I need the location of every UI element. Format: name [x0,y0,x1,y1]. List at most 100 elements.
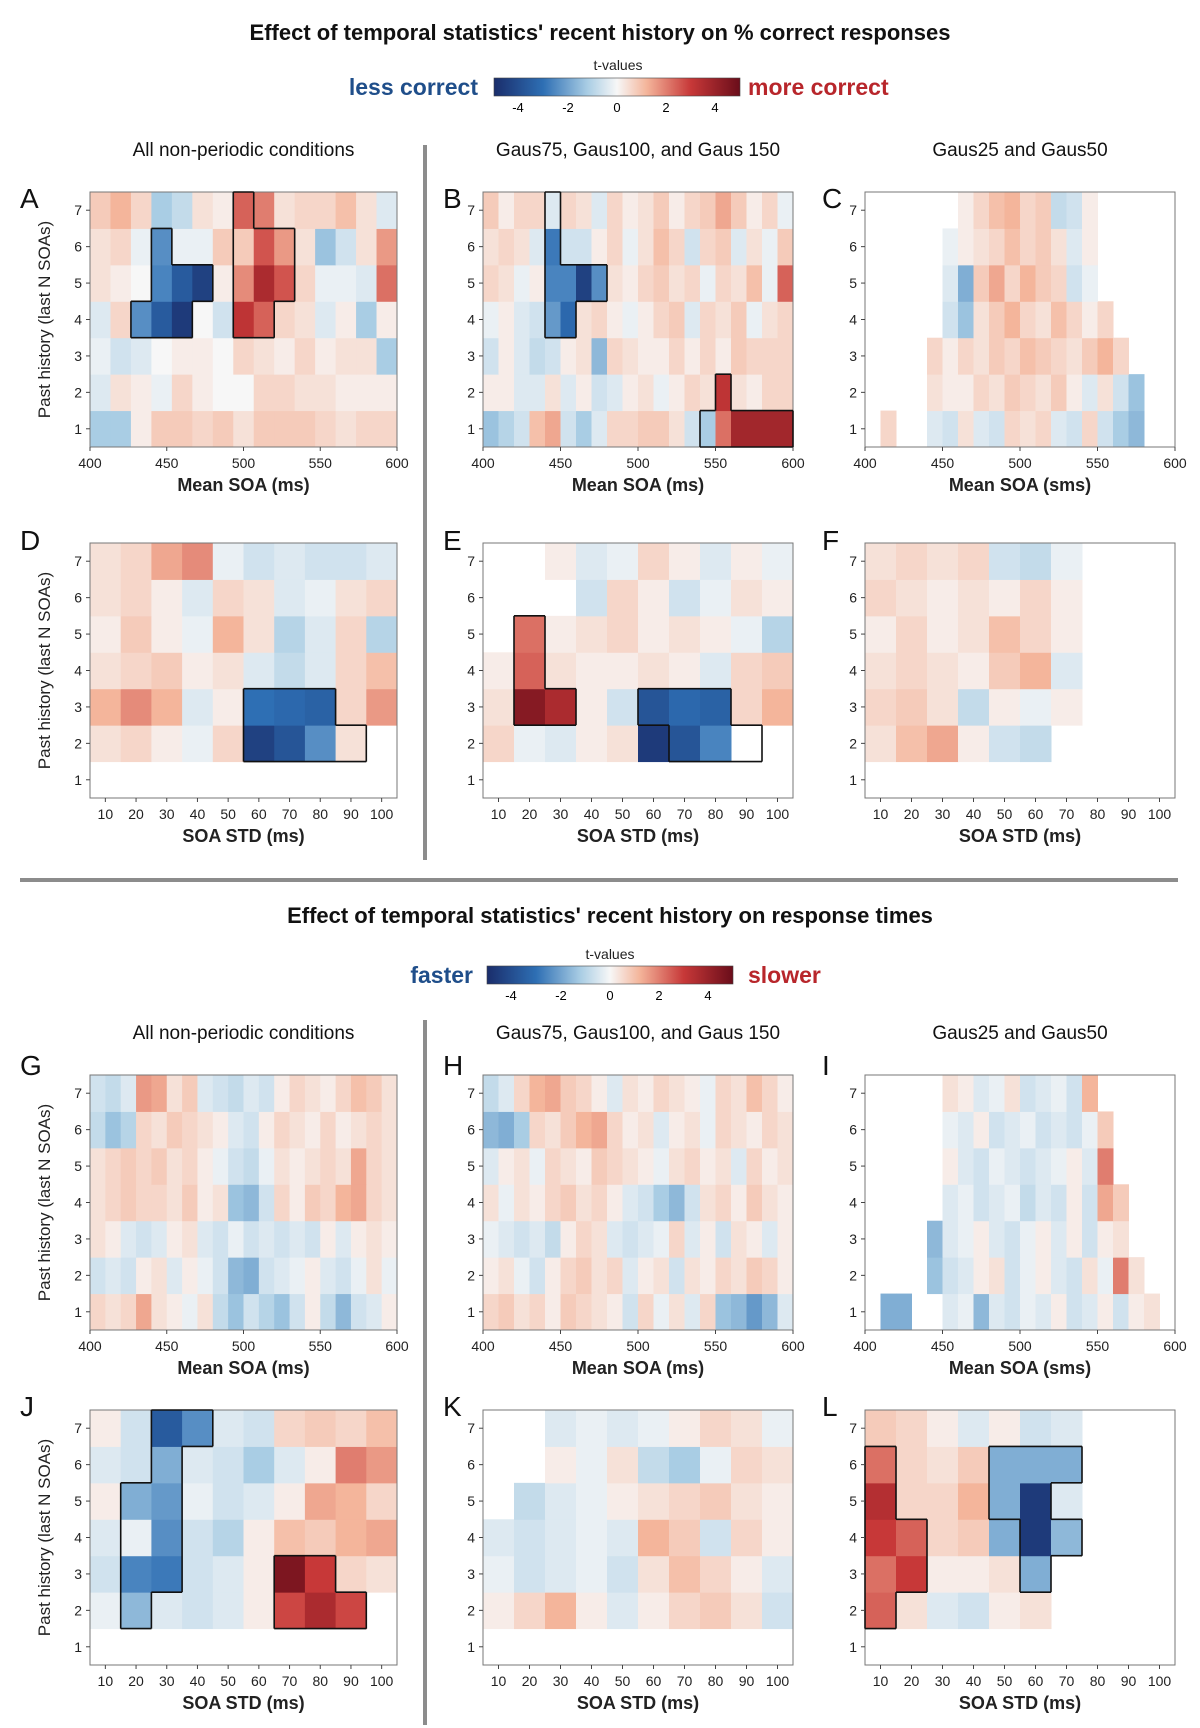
x-tick-label: 60 [251,806,267,822]
heatmap-cell [669,579,701,617]
heatmap-cell [166,1111,183,1149]
heatmap-cell [927,337,943,375]
heatmap-cell [880,1293,897,1331]
heatmap-cell [545,1410,577,1447]
heatmap-cell [684,228,701,266]
x-tick-label: 40 [966,806,982,822]
y-tick-label: 3 [74,348,82,364]
heatmap-cell [514,1293,530,1331]
heatmap-cell [731,579,763,617]
heatmap-cell [700,1446,732,1484]
heatmap-cell [989,579,1021,617]
heatmap-cell [105,1220,122,1258]
heatmap-cell [212,374,234,412]
heatmap-cell [110,264,132,302]
heatmap-cell [151,725,183,763]
heatmap-cell [896,1410,928,1447]
heatmap-cell [151,374,173,412]
heatmap-cell [90,1075,106,1112]
heatmap-cell [607,1446,639,1484]
section2-neg-label: faster [410,962,473,988]
heatmap-cell [1035,228,1052,266]
heatmap-cell [896,1519,928,1557]
heatmap-cell [1128,410,1145,448]
heatmap-cell [715,192,732,229]
panel-letter: K [443,1391,462,1422]
y-tick-label: 7 [849,1420,857,1436]
heatmap-cell [182,1592,214,1630]
y-tick-label: 2 [849,1602,857,1618]
heatmap-cell [865,1482,897,1520]
heatmap-cell [1082,410,1098,448]
y-tick-label: 6 [849,1122,857,1138]
heatmap-cell [1128,1257,1145,1295]
heatmap-cell [777,1147,794,1185]
x-tick-label: 100 [370,1673,394,1689]
heatmap-cell [483,264,499,302]
heatmap-cell [700,579,732,617]
heatmap-cell [498,301,515,339]
heatmap-cell [197,1147,214,1185]
heatmap-cell [110,228,132,266]
y-tick-label: 6 [467,239,475,255]
y-tick-label: 2 [849,735,857,751]
heatmap-cell [105,1293,122,1331]
y-tick-label: 7 [849,1085,857,1101]
heatmap-cell [514,301,530,339]
heatmap-cell [356,410,378,448]
y-tick-label: 4 [849,312,857,328]
heatmap-cell [638,1410,670,1447]
heatmap-cell [746,192,763,229]
heatmap-cell [253,301,275,339]
heatmap-cell [228,1075,244,1112]
heatmap-cell [669,1446,701,1484]
heatmap-cell [320,1220,337,1258]
heatmap-cell [958,228,974,266]
heatmap-cell [576,1410,608,1447]
x-tick-label: 450 [549,455,573,471]
heatmap-cell [182,1111,198,1149]
heatmap-cell [294,374,316,412]
heatmap-cell [762,1592,794,1630]
heatmap-cell [731,1147,747,1185]
heatmap-cell [927,374,943,412]
heatmap-cell [1020,615,1052,653]
heatmap-cell [731,410,747,448]
heatmap-cell [576,1111,592,1149]
y-tick-label: 3 [74,1566,82,1582]
heatmap-cell [1004,1147,1021,1185]
heatmap-cell [958,1446,990,1484]
heatmap-cell [1051,1184,1067,1222]
heatmap-cell [958,688,990,726]
heatmap-cell [233,192,255,229]
heatmap-cell [1082,264,1098,302]
panel-C: C Gaus25 and Gaus50 1 2 3 4 5 6 7 400 450 500 550 600… [822,140,1187,495]
x-tick-label: 10 [491,806,507,822]
heatmap-cell [622,301,639,339]
heatmap-cell [942,1147,959,1185]
heatmap-cell [1004,192,1021,229]
heatmap-cell [120,652,152,690]
heatmap-cell [669,264,685,302]
heatmap-cell [560,1111,577,1149]
heatmap-cell [622,1293,639,1331]
heatmap-cell [545,1293,561,1331]
heatmap-cell [90,1410,122,1447]
heatmap-cell [243,688,275,726]
y-tick-label: 5 [849,275,857,291]
heatmap-cell [989,264,1005,302]
heatmap-cell [90,652,122,690]
heatmap-cell [560,374,577,412]
heatmap-cell [576,579,608,617]
heatmap-cell [274,1293,291,1331]
x-tick-label: 30 [553,1673,569,1689]
y-tick-label: 1 [74,1304,82,1320]
heatmap-cell [545,725,577,763]
heatmap-cell [607,1075,623,1112]
cluster-outline [544,191,608,339]
heatmap-cell [684,1184,701,1222]
heatmap-cell [576,1519,608,1557]
heatmap-cell [1004,264,1021,302]
heatmap-cell [669,301,685,339]
